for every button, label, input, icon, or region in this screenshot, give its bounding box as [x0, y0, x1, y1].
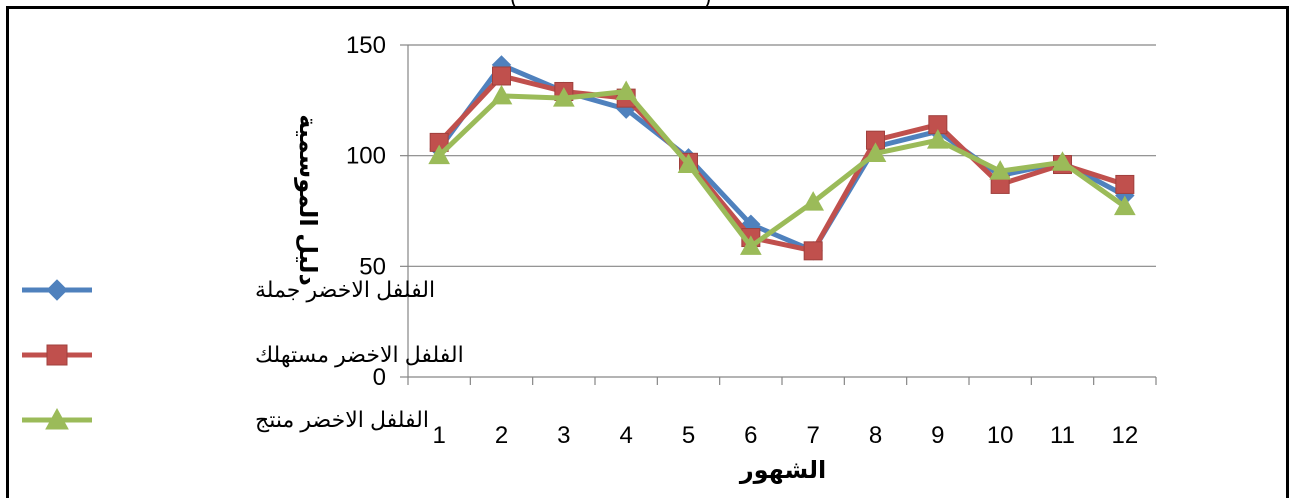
- top-bracket-right: ): [704, 0, 711, 8]
- data-point: [989, 160, 1012, 180]
- x-tick-label: 2: [495, 422, 508, 449]
- gridlines: [408, 44, 1156, 267]
- x-tick-label: 9: [931, 422, 944, 449]
- data-point: [677, 153, 700, 174]
- y-axis-title: دليل الموسمية: [294, 114, 321, 286]
- legend-label: الفلفل الاخضر منتج: [255, 407, 429, 432]
- legend-marker: [46, 279, 68, 301]
- x-tick-label: 11: [1050, 422, 1075, 449]
- x-tick-label: 5: [682, 422, 695, 449]
- series-line: [437, 73, 1126, 254]
- x-axis-title: الشهور: [739, 457, 826, 484]
- legend-label: الفلفل الاخضر جملة: [255, 277, 435, 302]
- x-tick-label: 12: [1111, 422, 1138, 449]
- legend-marker: [45, 407, 69, 430]
- x-tick-label: 7: [806, 422, 819, 449]
- data-point: [492, 66, 511, 86]
- y-tick-label: 150: [346, 32, 386, 59]
- y-tick-label: 100: [346, 143, 386, 170]
- x-tick-label: 1: [432, 422, 445, 449]
- data-point: [1113, 195, 1136, 216]
- y-tick-label: 50: [359, 253, 386, 280]
- legend-marker: [46, 344, 68, 366]
- legend-entry-3: الفلفل الاخضر منتج: [22, 407, 429, 432]
- x-tick-label: 4: [619, 422, 632, 449]
- data-point: [552, 87, 575, 107]
- data-point: [490, 84, 513, 105]
- series-3: [428, 80, 1136, 255]
- data-point: [803, 241, 823, 261]
- legend: الفلفل الاخضر جملة الفلفل الاخضر مستهلك ال…: [22, 277, 464, 432]
- data-point: [926, 129, 949, 149]
- data-point: [428, 144, 451, 165]
- series-line: [437, 88, 1127, 249]
- x-tick-label: 10: [987, 422, 1014, 449]
- data-point: [1051, 151, 1074, 171]
- x-tick-label: 8: [869, 422, 882, 449]
- legend-entry-1: الفلفل الاخضر جملة: [22, 277, 435, 302]
- data-point: [1115, 174, 1135, 194]
- legend-entry-2: الفلفل الاخضر مستهلك: [22, 342, 464, 367]
- top-bracket-line: [515, 0, 715, 8]
- data-point: [802, 191, 825, 211]
- legend-label: الفلفل الاخضر مستهلك: [255, 342, 464, 367]
- series-2: [429, 66, 1135, 261]
- series-group: [428, 55, 1136, 261]
- chart-frame: [6, 6, 1289, 498]
- top-bracket-left: (: [510, 0, 517, 8]
- data-point: [739, 235, 762, 255]
- x-tick-label: 6: [744, 422, 757, 449]
- data-point: [864, 142, 887, 162]
- data-point: [615, 80, 638, 100]
- y-tick-label: 0: [373, 364, 386, 391]
- x-tick-label: 3: [557, 422, 570, 449]
